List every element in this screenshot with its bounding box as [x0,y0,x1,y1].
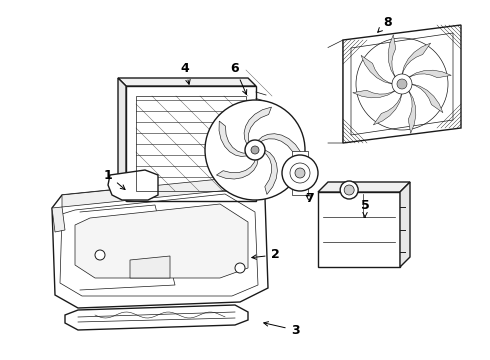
Polygon shape [373,92,402,125]
Polygon shape [256,134,301,152]
Polygon shape [318,192,400,267]
Text: 3: 3 [264,322,299,337]
Polygon shape [408,90,416,133]
Circle shape [397,79,407,89]
Polygon shape [126,86,256,201]
Polygon shape [244,107,271,149]
Polygon shape [130,256,170,278]
Text: 2: 2 [252,248,279,261]
Polygon shape [118,78,126,201]
Text: 1: 1 [103,168,125,189]
Polygon shape [62,178,230,207]
Polygon shape [65,305,248,330]
Polygon shape [108,170,158,200]
Circle shape [251,146,259,154]
Text: 8: 8 [378,15,392,32]
Polygon shape [75,204,248,278]
Polygon shape [353,90,396,98]
Polygon shape [402,43,431,76]
Circle shape [290,163,310,183]
Circle shape [344,185,354,195]
Circle shape [95,250,105,260]
Polygon shape [219,121,253,157]
Circle shape [392,74,412,94]
Polygon shape [52,207,65,232]
Text: 6: 6 [231,62,247,94]
Text: 5: 5 [361,198,369,217]
Circle shape [205,100,305,200]
Circle shape [245,140,265,160]
Text: 7: 7 [306,192,315,204]
Polygon shape [408,70,451,78]
Polygon shape [257,150,277,194]
Text: 4: 4 [181,62,190,84]
Polygon shape [388,35,396,78]
Circle shape [340,181,358,199]
Polygon shape [410,84,443,113]
Polygon shape [292,151,308,195]
Polygon shape [217,152,258,179]
Polygon shape [52,178,268,308]
Polygon shape [118,78,256,86]
Circle shape [295,168,305,178]
Polygon shape [361,55,394,84]
Polygon shape [343,25,461,143]
Polygon shape [400,182,410,267]
Polygon shape [318,182,410,192]
Circle shape [282,155,318,191]
Circle shape [235,263,245,273]
